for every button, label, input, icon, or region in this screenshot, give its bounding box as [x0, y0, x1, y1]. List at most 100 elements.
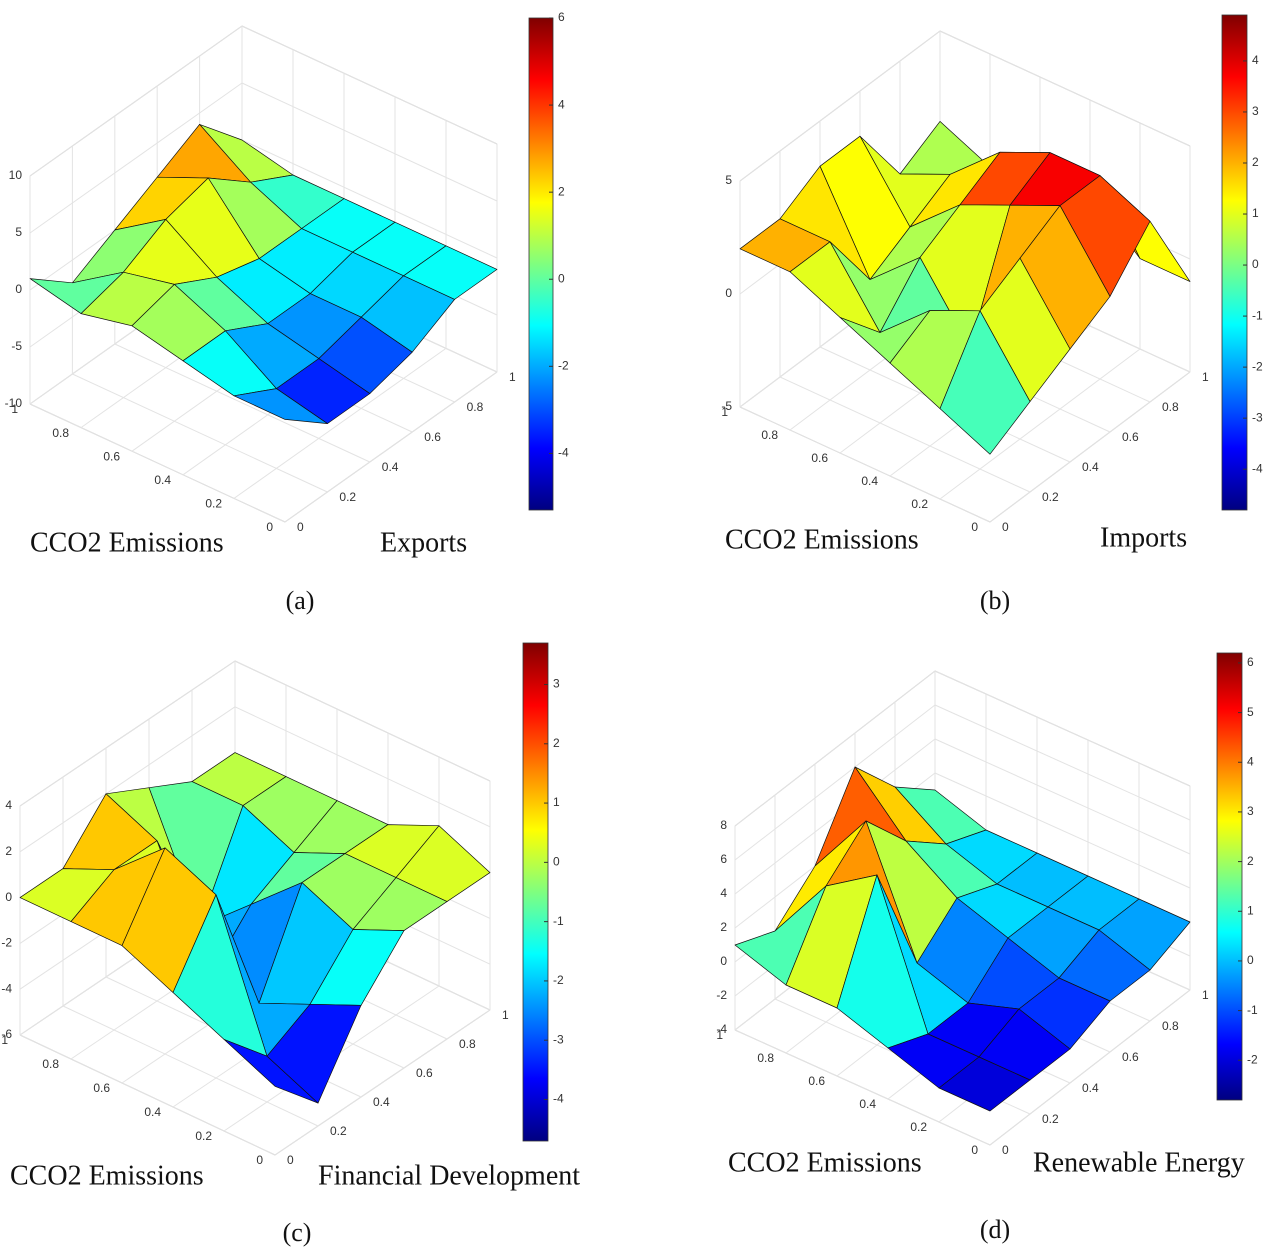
z-tick-label: -10 [5, 396, 23, 410]
z-tick-label: 0 [15, 282, 22, 296]
colorbar-tick-label: 6 [1247, 655, 1254, 669]
z-tick-label: 4 [720, 886, 727, 900]
grid-line [241, 139, 498, 259]
x-tick-label: 0.8 [757, 1051, 774, 1065]
colorbar-tick-label: -1 [1252, 308, 1263, 322]
y-tick-label: 0.8 [1162, 1019, 1179, 1033]
panel-label: (d) [980, 1215, 1010, 1244]
grid-line [939, 30, 1191, 147]
colorbar [1216, 652, 1243, 1101]
x-tick-label: 0.6 [93, 1081, 110, 1095]
x-tick-label: 0.6 [808, 1074, 825, 1088]
z-tick-label: -4 [1, 981, 12, 995]
x-tick-label: 0.4 [859, 1097, 876, 1111]
x-tick-label: 0.6 [811, 451, 828, 465]
colorbar-tick-label: -1 [553, 914, 564, 928]
grid-line [934, 772, 1191, 889]
colorbar [522, 642, 549, 1142]
y-tick-label: 0.2 [330, 1124, 347, 1138]
y-tick-label: 1 [1202, 370, 1209, 384]
grid-line [739, 30, 941, 182]
y-tick-label: 1 [502, 1008, 509, 1022]
y-tick-label: 0.4 [373, 1095, 390, 1109]
x-tick-label: 0.8 [52, 426, 69, 440]
z-tick-label: -5 [11, 339, 22, 353]
grid-line [734, 704, 936, 861]
x-tick-label: 0 [971, 1143, 978, 1157]
panel-label: (b) [980, 586, 1010, 615]
grid-line [19, 660, 236, 807]
grid-line [234, 706, 491, 828]
x-tick-label: 0.2 [195, 1129, 212, 1143]
x-tick-label: 0 [256, 1153, 263, 1167]
grid-line [934, 670, 1191, 787]
y-tick-label: 1 [1202, 988, 1209, 1002]
grid-line [29, 25, 243, 177]
grid-line [934, 738, 1191, 855]
colorbar-tick-label: 1 [553, 795, 560, 809]
z-tick-label: 4 [5, 798, 12, 812]
x-tick-label: 1 [721, 405, 728, 419]
colorbar-tick-label: -2 [1247, 1052, 1258, 1066]
grid-line [19, 1034, 276, 1156]
grid-line [19, 706, 236, 853]
colorbar-tick-label: 3 [1252, 104, 1259, 118]
z-tick-label: 8 [720, 818, 727, 832]
grid-line [241, 82, 498, 202]
x-tick-label: 0.4 [154, 473, 171, 487]
colorbar-tick-label: -3 [1252, 410, 1263, 424]
x-tick-label: 0.8 [761, 428, 778, 442]
colorbar [1221, 14, 1248, 511]
grid-line [989, 989, 1191, 1146]
x-axis-label: CCO2 Emissions [728, 1147, 922, 1178]
surface-patch [939, 310, 1031, 455]
panel-label: (c) [283, 1218, 312, 1247]
colorbar-tick-label: 4 [1252, 53, 1259, 67]
x-tick-label: 0.8 [42, 1057, 59, 1071]
colorbar-tick-label: 6 [558, 10, 565, 24]
x-tick-label: 0 [971, 520, 978, 534]
x-tick-label: 0.4 [144, 1105, 161, 1119]
grid-line [934, 704, 1191, 821]
z-tick-label: -2 [1, 936, 12, 950]
grid-line [241, 25, 498, 145]
z-tick-label: -4 [716, 1022, 727, 1036]
colorbar-tick-label: 0 [1252, 257, 1259, 271]
colorbar-tick-label: 5 [1247, 705, 1254, 719]
colorbar-tick-label: -4 [1252, 461, 1263, 475]
colorbar-tick-label: 2 [1252, 155, 1259, 169]
y-tick-label: 0 [297, 520, 304, 534]
y-tick-label: 0 [1002, 1143, 1009, 1157]
grid-line [233, 347, 447, 499]
y-tick-label: 0.2 [339, 490, 356, 504]
y-tick-label: 0 [1002, 520, 1009, 534]
colorbar-tick-label: 2 [558, 184, 565, 198]
z-tick-label: 0 [720, 954, 727, 968]
y-tick-label: 0.8 [459, 1037, 476, 1051]
colorbar-tick-label: 1 [1252, 206, 1259, 220]
colorbar-tick-label: -4 [553, 1092, 564, 1106]
y-tick-label: 0.4 [382, 460, 399, 474]
y-axis-label: Exports [380, 527, 467, 558]
x-tick-label: 0.6 [103, 449, 120, 463]
grid-line [234, 660, 491, 782]
grid-line [734, 670, 936, 827]
z-tick-label: 2 [720, 920, 727, 934]
z-tick-label: -2 [716, 988, 727, 1002]
x-tick-label: 1 [11, 402, 18, 416]
x-tick-label: 0.2 [910, 1120, 927, 1134]
z-tick-label: -6 [1, 1027, 12, 1041]
y-tick-label: 0.2 [1042, 1112, 1059, 1126]
y-tick-label: 0.4 [1082, 1081, 1099, 1095]
y-axis-label: Imports [1100, 522, 1187, 553]
z-tick-label: 5 [725, 173, 732, 187]
y-tick-label: 0.8 [1162, 400, 1179, 414]
y-tick-label: 0.6 [1122, 1050, 1139, 1064]
colorbar-tick-label: 3 [1247, 804, 1254, 818]
y-tick-label: 1 [509, 370, 516, 384]
colorbar-tick-label: -3 [553, 1032, 564, 1046]
colorbar-tick-label: -4 [558, 446, 569, 460]
y-tick-label: 0.6 [424, 430, 441, 444]
grid-line [274, 1009, 491, 1156]
